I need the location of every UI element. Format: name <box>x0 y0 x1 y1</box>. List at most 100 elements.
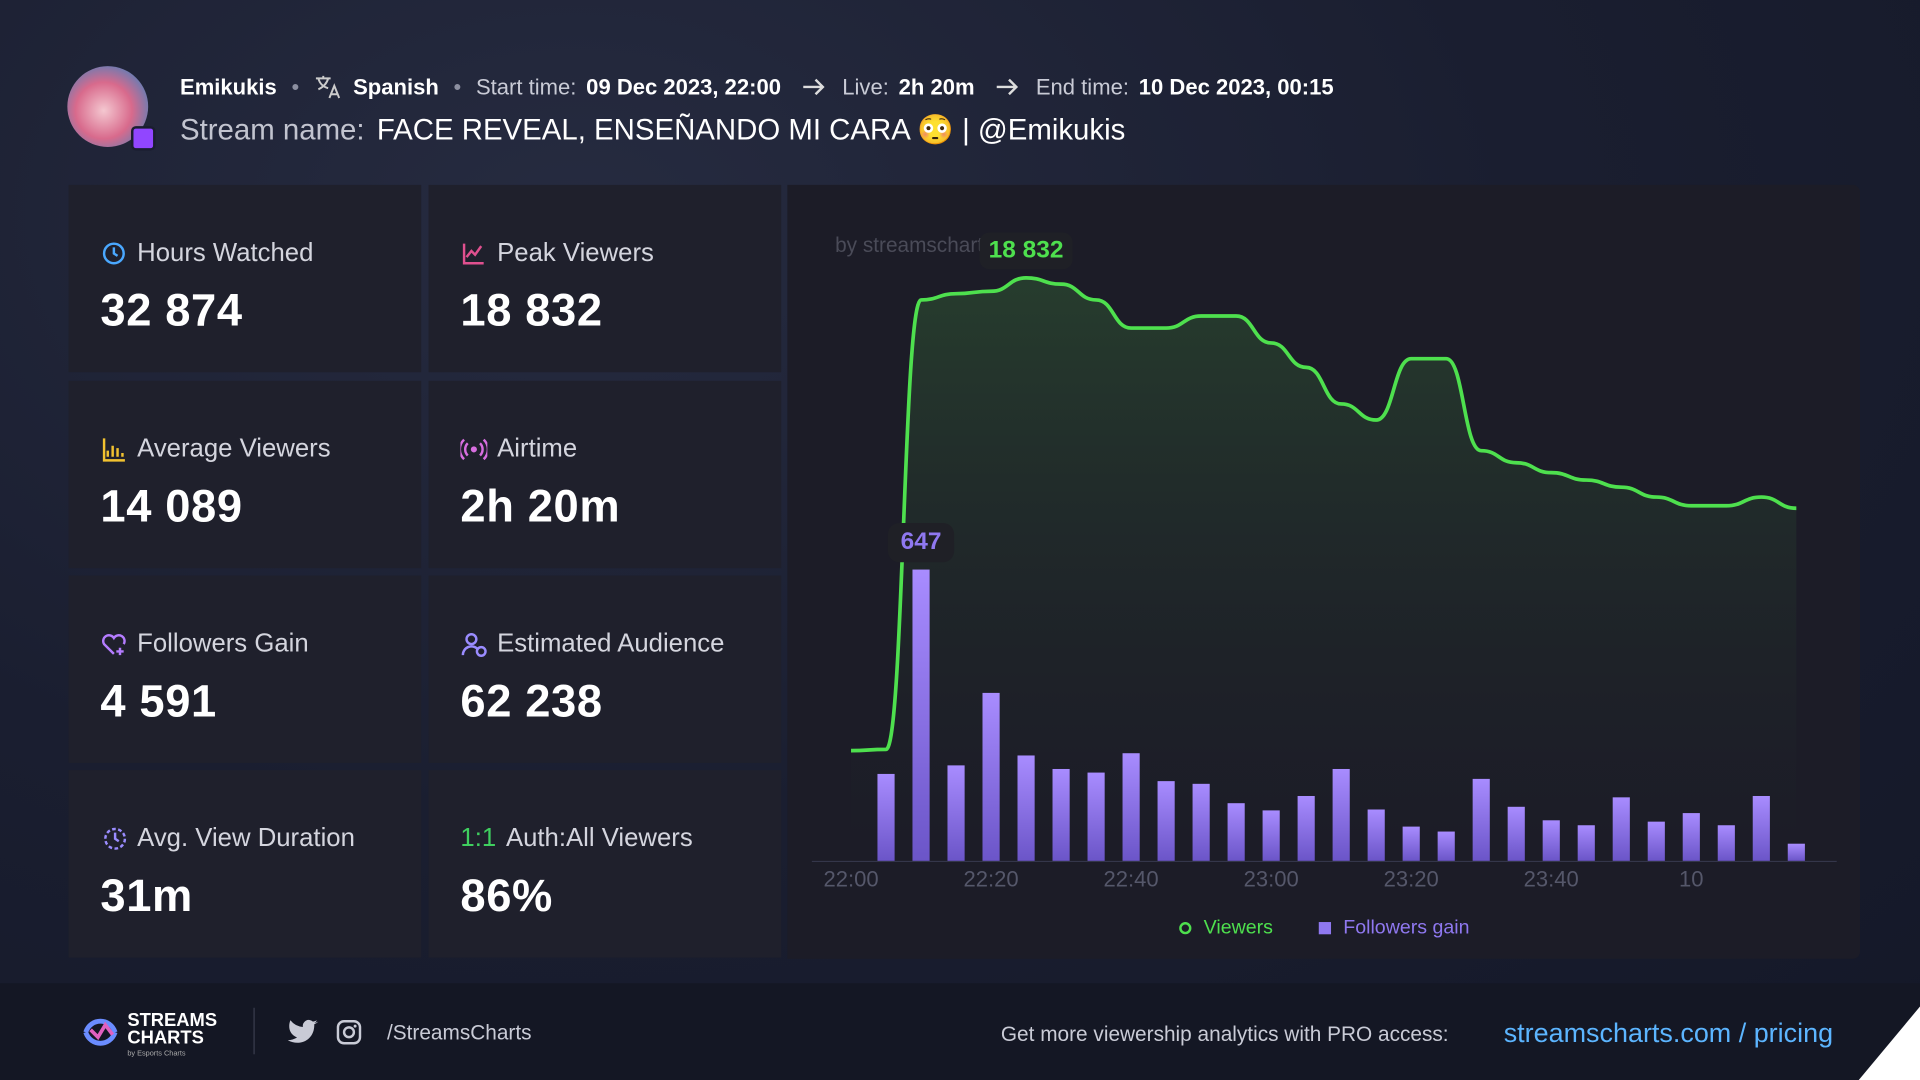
bar <box>1402 826 1420 861</box>
bar <box>982 692 1000 861</box>
corner <box>1858 1006 1920 1080</box>
stat-label: Followers Gain <box>137 629 309 658</box>
stat-label: Average Viewers <box>137 434 331 463</box>
bar <box>1087 772 1105 861</box>
bar <box>1122 753 1140 861</box>
viewers-line <box>851 276 1797 753</box>
stream-meta: Emikukis • Spanish • Start time: 09 Dec … <box>180 73 1334 100</box>
bar <box>1262 810 1280 861</box>
bar <box>1157 781 1175 861</box>
stat-label: Avg. View Duration <box>137 824 355 853</box>
bar <box>1717 825 1735 861</box>
icon <box>101 634 126 656</box>
stream-name: FACE REVEAL, ENSEÑANDO MI CARA 😳 | @Emik… <box>376 113 1126 147</box>
live-duration: 2h 20m <box>898 74 975 99</box>
legend-item: Followers gain <box>1318 916 1470 938</box>
live-label: Live: <box>842 74 889 99</box>
stat-card: 1:1 Auth:All Viewers 86% <box>428 770 782 958</box>
logo-text: CHARTS <box>127 1026 204 1047</box>
stat-value: 86% <box>460 870 553 921</box>
stat-card: Avg. View Duration 31m <box>68 770 422 958</box>
bar <box>1787 843 1805 861</box>
stat-label: Estimated Audience <box>497 629 725 658</box>
dot: • <box>453 74 462 99</box>
legend-swatch <box>1318 922 1332 935</box>
bar <box>1542 820 1560 861</box>
icon <box>460 438 488 461</box>
arrow <box>803 78 825 96</box>
stat-card: Airtime 2h 20m <box>428 380 782 569</box>
data-label: 647 <box>901 528 942 555</box>
x-tick-label: 23:20 <box>1384 867 1439 892</box>
bar <box>1507 806 1525 861</box>
pricing-link[interactable]: streamscharts.com / pricing <box>1503 1017 1834 1049</box>
legend-label: Viewers <box>1204 916 1273 938</box>
stream-title-row: Stream name: FACE REVEAL, ENSEÑANDO MI CA… <box>180 113 1125 149</box>
bar <box>877 773 895 861</box>
stat-label: Auth:All Viewers <box>505 824 693 853</box>
bar <box>947 765 965 861</box>
chart: by streamscharts 22:00 22:20 22:40 23:00 23:… <box>811 232 1837 938</box>
icon <box>102 242 125 265</box>
bar <box>1752 795 1770 861</box>
bar <box>1682 813 1700 861</box>
bar <box>1367 809 1385 861</box>
stat-label: Peak Viewers <box>497 238 654 267</box>
start-label: Start time: <box>475 74 577 99</box>
stat-label-row: Peak Viewers <box>460 238 654 268</box>
data-label: 18 832 <box>989 236 1064 263</box>
bar <box>1612 797 1630 861</box>
bar <box>1052 768 1070 861</box>
stat-label-row: Followers Gain <box>100 629 309 658</box>
stat-label-row: Estimated Audience <box>460 629 724 658</box>
instagram-icon[interactable] <box>336 1019 363 1046</box>
bar <box>1297 795 1315 861</box>
bar <box>1017 755 1035 861</box>
twitch-badge <box>131 126 156 151</box>
bar <box>1227 803 1245 861</box>
watermark: by streamscharts <box>835 234 993 257</box>
stat-label-row: 1:1 Auth:All Viewers <box>460 824 692 853</box>
twitter-icon[interactable] <box>287 1019 320 1046</box>
legend-label: Followers gain <box>1343 916 1469 938</box>
label-box <box>887 523 955 563</box>
stat-label-row: Average Viewers <box>100 434 331 464</box>
stat-label: Airtime <box>497 434 578 463</box>
dot: • <box>291 74 300 99</box>
footer: STREAMS CHARTS by Esports Charts /Stream… <box>0 983 1920 1080</box>
stat-value: 14 089 <box>100 481 243 532</box>
x-tick-label: 22:40 <box>1104 867 1159 892</box>
legend-swatch <box>1179 922 1192 935</box>
end-label: End time: <box>1035 74 1129 99</box>
icon <box>102 438 125 462</box>
stat-value: 2h 20m <box>460 481 621 532</box>
bar <box>1577 825 1595 861</box>
language-icon <box>316 75 341 99</box>
bar <box>1472 778 1490 861</box>
logo-subtext: by Esports Charts <box>127 1049 186 1058</box>
stat-value: 32 874 <box>100 285 243 336</box>
bar <box>1437 831 1455 861</box>
x-tick-label: 23:00 <box>1244 867 1299 892</box>
bar <box>912 569 930 861</box>
stat-value: 62 238 <box>460 675 603 727</box>
bar <box>1332 768 1350 861</box>
icon <box>462 243 484 265</box>
stat-value: 18 832 <box>460 285 603 336</box>
label-box <box>979 232 1073 270</box>
bar <box>1647 821 1665 861</box>
end-time: 10 Dec 2023, 00:15 <box>1138 74 1334 99</box>
language: Spanish <box>353 74 439 99</box>
start-time: 09 Dec 2023, 22:00 <box>586 74 782 99</box>
logo-text: STREAMS <box>127 1009 217 1030</box>
stat-label-row: Airtime <box>460 435 577 464</box>
stat-icon-text: 1:1 <box>460 824 497 853</box>
arrow <box>996 78 1018 96</box>
logo: STREAMS CHARTS by Esports Charts <box>83 1009 217 1058</box>
legend-item: Viewers <box>1179 916 1273 938</box>
stat-label: Hours Watched <box>137 238 314 267</box>
bar <box>1192 783 1210 861</box>
stat-card: Followers Gain 4 591 <box>68 575 422 763</box>
stat-value: 4 591 <box>100 675 217 727</box>
